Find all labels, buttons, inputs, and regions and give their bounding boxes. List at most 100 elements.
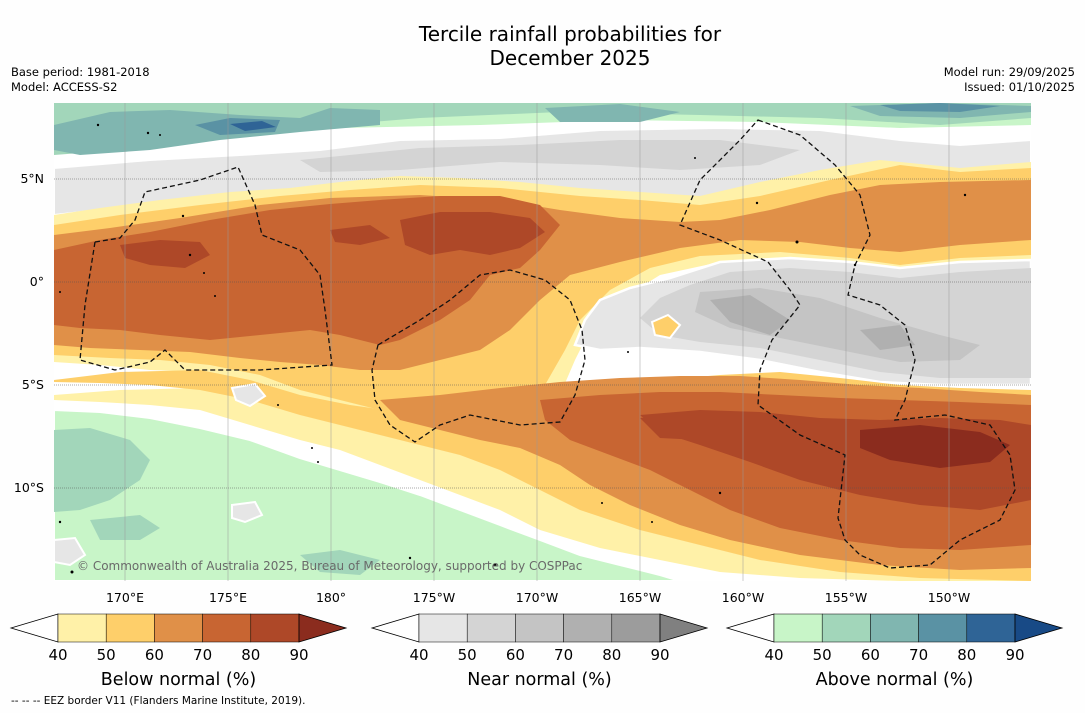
near-normal-south-spot — [54, 536, 87, 567]
colorbar-above-bin-60 — [870, 613, 919, 643]
colorbar-below-tick: 50 — [97, 646, 116, 664]
map-panel: © Commonwealth of Australia 2025, Bureau… — [54, 103, 1031, 581]
colorbar-above-bin-80 — [966, 613, 1016, 643]
near-normal-north-band-2 — [300, 140, 800, 172]
below-normal-south-80b — [640, 415, 720, 440]
colorbar-near-low-extension — [370, 613, 420, 643]
lat-label-10s: 10°S — [14, 480, 44, 495]
title-line-2: December 2025 — [489, 46, 651, 70]
eez-kiribati-line — [679, 119, 1016, 569]
below-normal-north-80 — [400, 212, 545, 255]
above-normal-north-60b — [545, 104, 680, 122]
colorbar-below-tick: 60 — [145, 646, 164, 664]
title-line-1: Tercile rainfall probabilities for — [418, 22, 722, 46]
colorbars: 40 50 60 70 80 90 Below normal (%) 40 50 60 70 80 90… — [9, 613, 1064, 690]
colorbar-above-tick: 70 — [909, 646, 928, 664]
below-normal-south-90 — [860, 425, 1010, 468]
colorbar-above-title: Above normal (%) — [816, 670, 974, 690]
colorbar-near-bin-70 — [563, 613, 613, 643]
colorbar-above-tick: 80 — [957, 646, 976, 664]
lon-label-170w: 170°W — [516, 590, 558, 605]
model-name: Model: ACCESS-S2 — [11, 80, 118, 94]
below-normal-north-80c — [330, 225, 390, 245]
colorbar-near-tick: 50 — [458, 646, 477, 664]
colorbar-above-tick: 50 — [813, 646, 832, 664]
longitude-labels: 170°E 175°E 180° 175°W 170°W 165°W 160°W… — [106, 590, 970, 605]
meta-left: Base period: 1981-2018 Model: ACCESS-S2 — [11, 65, 150, 95]
lon-label-165w: 165°W — [619, 590, 661, 605]
latitude-labels: 5°N 0° 5°S 10°S — [14, 171, 44, 495]
lon-label-175w: 175°W — [413, 590, 455, 605]
colorbar-above-tick: 40 — [764, 646, 783, 664]
eez-footer-note: -- -- -- EEZ border V11 (Flanders Marine… — [11, 695, 306, 707]
colorbar-near-bin-60 — [515, 613, 564, 643]
colorbar-above-tick: 90 — [1005, 646, 1024, 664]
colorbar-below-tick: 70 — [193, 646, 212, 664]
above-normal-north-70b — [880, 103, 1000, 112]
colorbar-near-high-extension — [659, 613, 709, 643]
lon-label-150w: 150°W — [928, 590, 970, 605]
colorbar-above-high-extension — [1014, 613, 1064, 643]
above-normal-north-50 — [54, 103, 1031, 155]
islands — [58, 123, 967, 574]
colorbar-near-tick: 70 — [554, 646, 573, 664]
map-title: Tercile rainfall probabilities for Decem… — [0, 22, 1085, 70]
colorbar-above-bin-70 — [918, 613, 968, 643]
lat-label-5s: 5°S — [22, 377, 44, 392]
colorbar-above-low-extension — [725, 613, 775, 643]
colorbar-below-bin-40 — [57, 613, 107, 643]
issued-date: Issued: 01/10/2025 — [964, 80, 1075, 94]
colorbar-near-tick: 80 — [602, 646, 621, 664]
colorbar-below-tick: 90 — [289, 646, 308, 664]
lat-label-5n: 5°N — [20, 171, 44, 186]
above-normal-south-50 — [54, 428, 150, 512]
lon-label-180: 180° — [316, 590, 346, 605]
colorbar-below-title: Below normal (%) — [101, 670, 256, 690]
near-normal-south-spot-2 — [231, 500, 264, 524]
lon-label-175e: 175°E — [209, 590, 247, 605]
lat-label-0: 0° — [30, 274, 44, 289]
copyright-notice: © Commonwealth of Australia 2025, Bureau… — [77, 559, 582, 573]
colorbar-below-bin-60 — [154, 613, 203, 643]
lon-label-160w: 160°W — [722, 590, 764, 605]
lat-gridlines — [54, 178, 1031, 489]
colorbar-above: 40 50 60 70 80 90 Above normal (%) — [725, 613, 1064, 690]
colorbar-below-low-extension — [9, 613, 59, 643]
meta-right: Model run: 29/09/2025 Issued: 01/10/2025 — [944, 65, 1075, 95]
colorbar-near-title: Near normal (%) — [467, 670, 612, 690]
colorbar-near-tick: 60 — [506, 646, 525, 664]
colorbar-below-tick: 80 — [241, 646, 260, 664]
colorbar-below-bin-80 — [250, 613, 300, 643]
colorbar-above-bin-40 — [773, 613, 823, 643]
lon-label-155w: 155°W — [825, 590, 867, 605]
lon-gridlines — [124, 103, 950, 581]
lon-label-170e: 170°E — [106, 590, 144, 605]
above-normal-south-40 — [54, 408, 681, 581]
above-normal-north-80 — [230, 121, 276, 131]
colorbar-near-bin-80 — [611, 613, 661, 643]
colorbar-near-tick: 40 — [409, 646, 428, 664]
near-normal-east-70b — [860, 325, 915, 350]
eez-kiribati-gilbert — [79, 166, 333, 371]
near-normal-east-70 — [710, 295, 790, 335]
colorbar-above-bin-50 — [821, 613, 871, 643]
colorbar-below-bin-70 — [202, 613, 252, 643]
eez-kiribati-phoenix — [371, 269, 586, 443]
model-run: Model run: 29/09/2025 — [943, 65, 1075, 79]
above-normal-south-50c — [300, 550, 380, 575]
colorbar-below-high-extension — [298, 613, 348, 643]
colorbar-below: 40 50 60 70 80 90 Below normal (%) — [9, 613, 348, 690]
near-normal-south-spot-3 — [230, 382, 267, 408]
colorbar-near: 40 50 60 70 80 90 Near normal (%) — [370, 613, 709, 690]
colorbar-below-bin-50 — [105, 613, 155, 643]
eez-borders — [79, 119, 1016, 569]
below-normal-island-spot — [650, 313, 682, 340]
below-normal-north-80b — [120, 240, 210, 268]
base-period: Base period: 1981-2018 — [11, 65, 150, 79]
colorbar-near-tick: 90 — [650, 646, 669, 664]
colorbar-above-tick: 60 — [861, 646, 880, 664]
colorbar-below-tick: 40 — [48, 646, 67, 664]
colorbar-near-bin-40 — [418, 613, 468, 643]
colorbar-near-bin-50 — [466, 613, 516, 643]
